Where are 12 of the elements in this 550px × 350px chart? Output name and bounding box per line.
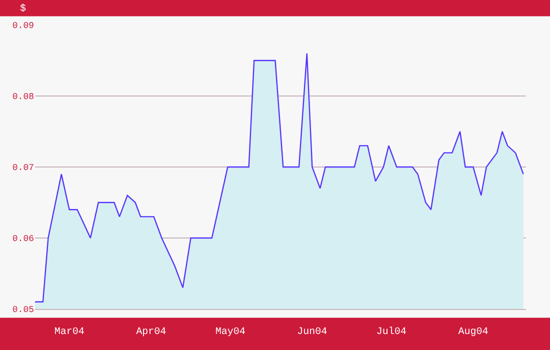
x-tick-label: Aug04 bbox=[458, 327, 488, 338]
y-tick-label: 0.06 bbox=[12, 234, 34, 244]
y-axis-title: $ bbox=[20, 3, 26, 15]
x-tick-label: Apr04 bbox=[136, 327, 166, 338]
x-tick-label: May04 bbox=[215, 327, 246, 338]
y-tick-label: 0.09 bbox=[12, 21, 34, 32]
x-tick-label: Jul04 bbox=[376, 326, 406, 338]
y-tick-label: 0.05 bbox=[12, 305, 34, 316]
y-tick-label: 0.07 bbox=[12, 163, 34, 174]
x-tick-label: Jun04 bbox=[297, 327, 328, 338]
x-tick-label: Mar04 bbox=[54, 327, 84, 338]
y-tick-label: 0.08 bbox=[12, 92, 34, 102]
